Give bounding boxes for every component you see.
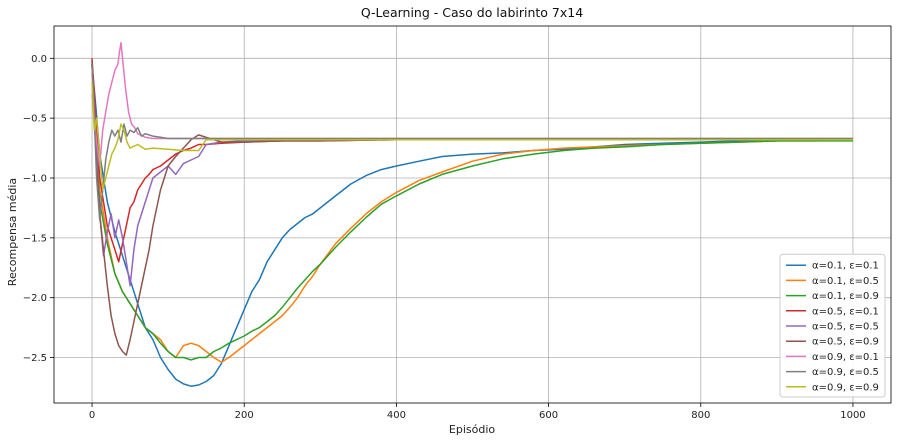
- legend-label: α=0.1, ε=0.5: [812, 276, 879, 287]
- legend-label: α=0.5, ε=0.5: [812, 322, 879, 333]
- x-tick-label: 800: [691, 410, 710, 421]
- series-line: [91, 64, 853, 361]
- legend-label: α=0.9, ε=0.1: [812, 352, 879, 363]
- legend-label: α=0.1, ε=0.9: [812, 291, 879, 302]
- series-line: [91, 64, 853, 221]
- grid-lines: [54, 26, 891, 403]
- y-tick-label: −1.0: [23, 173, 47, 184]
- plot-series: [91, 42, 854, 387]
- legend-label: α=0.9, ε=0.9: [812, 382, 879, 393]
- series-line: [91, 60, 853, 356]
- x-tick-label: 1000: [840, 410, 865, 421]
- legend-box: [779, 253, 886, 398]
- legend-label: α=0.5, ε=0.9: [812, 337, 879, 348]
- legend-label: α=0.9, ε=0.5: [812, 367, 879, 378]
- y-axis-title: Recompensa média: [6, 178, 19, 286]
- x-tick-label: 600: [539, 410, 558, 421]
- x-tick-label: 0: [89, 410, 95, 421]
- y-tick-label: −1.5: [23, 233, 47, 244]
- y-tick-label: −2.0: [23, 293, 47, 304]
- x-tick-label: 400: [387, 410, 406, 421]
- y-tick-label: −2.5: [23, 353, 47, 364]
- legend-label: α=0.5, ε=0.1: [812, 306, 879, 317]
- axis-ticks: 0 200 400 600 800 1000 0.0 −0.5 −1.0 −1.5 −2.0 −2.5: [23, 54, 866, 421]
- series-line: [91, 64, 853, 387]
- series-line: [91, 82, 853, 191]
- chart-title: Q-Learning - Caso do labirinto 7x14: [361, 5, 583, 20]
- legend-label: α=0.1, ε=0.1: [812, 261, 879, 272]
- x-axis-title: Episódio: [449, 423, 495, 436]
- y-tick-label: 0.0: [31, 54, 47, 65]
- y-tick-label: −0.5: [23, 114, 47, 125]
- x-tick-label: 200: [235, 410, 254, 421]
- legend: α=0.1, ε=0.1 α=0.1, ε=0.5 α=0.1, ε=0.9 α=0.…: [779, 253, 886, 398]
- plot-frame: [53, 25, 892, 404]
